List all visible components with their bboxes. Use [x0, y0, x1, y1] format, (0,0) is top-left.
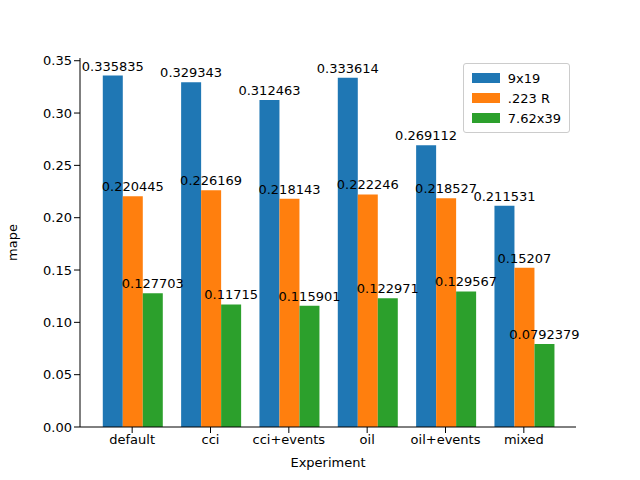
svg-text:0.226169: 0.226169 — [180, 173, 242, 188]
svg-text:oil: oil — [360, 432, 375, 447]
svg-text:0.333614: 0.333614 — [317, 61, 379, 76]
svg-text:0.30: 0.30 — [43, 106, 72, 121]
svg-text:mixed: mixed — [504, 432, 544, 447]
svg-text:0.127703: 0.127703 — [122, 276, 184, 291]
svg-text:0.20: 0.20 — [43, 210, 72, 225]
svg-text:0.220445: 0.220445 — [102, 179, 164, 194]
svg-text:Experiment: Experiment — [290, 455, 365, 470]
html-text:9x19: 9x19 — [507, 70, 541, 86]
svg-text:0.05: 0.05 — [43, 367, 72, 382]
svg-text:0.335835: 0.335835 — [82, 59, 144, 74]
svg-text:0.329343: 0.329343 — [160, 65, 222, 80]
svg-text:0.35: 0.35 — [43, 53, 72, 68]
svg-text:0.269112: 0.269112 — [395, 128, 457, 143]
html-text:7.62x39: 7.62x39 — [507, 110, 561, 126]
svg-text:0.218527: 0.218527 — [415, 181, 477, 196]
svg-text:0.222246: 0.222246 — [337, 177, 399, 192]
svg-text:cci+events: cci+events — [253, 432, 326, 447]
svg-text:mape: mape — [8, 224, 20, 261]
svg-text:oil+events: oil+events — [411, 432, 481, 447]
svg-text:0.122971: 0.122971 — [357, 281, 419, 296]
svg-text:0.312463: 0.312463 — [238, 83, 300, 98]
svg-text:0.218143: 0.218143 — [258, 182, 320, 197]
svg-text:0.11715: 0.11715 — [204, 287, 258, 302]
svg-text:default: default — [109, 432, 155, 447]
svg-text:0.15: 0.15 — [43, 263, 72, 278]
svg-text:0.10: 0.10 — [43, 315, 72, 330]
svg-text:0.00: 0.00 — [43, 420, 72, 435]
svg-text:0.25: 0.25 — [43, 158, 72, 173]
svg-text:0.129567: 0.129567 — [435, 274, 497, 289]
svg-text:0.15207: 0.15207 — [498, 251, 552, 266]
svg-text:0.211531: 0.211531 — [473, 189, 535, 204]
svg-text:cci: cci — [202, 432, 220, 447]
html-text:.223 R: .223 R — [507, 90, 550, 106]
svg-text:0.0792379: 0.0792379 — [509, 327, 579, 342]
svg-text:0.115901: 0.115901 — [278, 289, 340, 304]
